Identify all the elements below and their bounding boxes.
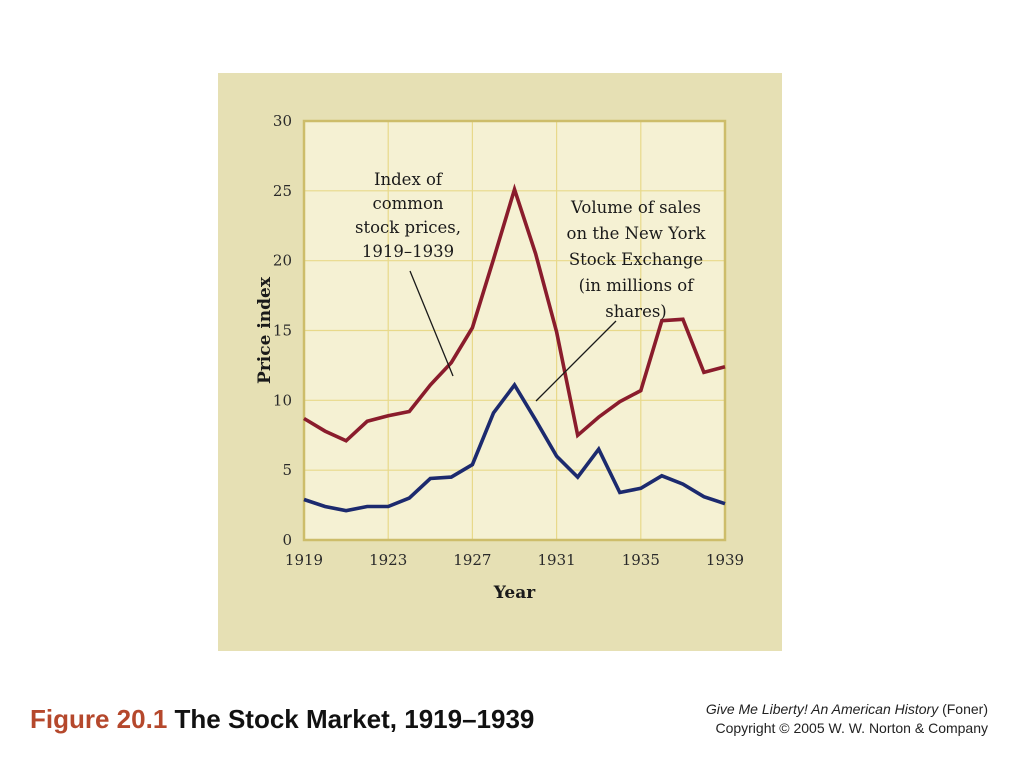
x-tick-label: 1919 [285, 551, 323, 569]
source-book-title: Give Me Liberty! An American History [705, 701, 939, 717]
source-citation: Give Me Liberty! An American History (Fo… [706, 700, 988, 738]
figure-title: The Stock Market, 1919–1939 [174, 704, 535, 734]
volume-annotation-line: (in millions of [579, 276, 696, 295]
y-tick-label: 15 [273, 322, 292, 340]
y-tick-label: 30 [273, 112, 292, 130]
x-tick-label: 1923 [369, 551, 407, 569]
x-axis-title: Year [493, 583, 536, 603]
chart-panel: 0 5 10 15 20 25 30 1919 1923 1927 1931 1935 1939 Year… [218, 73, 782, 651]
y-tick-label: 10 [273, 391, 292, 409]
x-tick-label: 1935 [622, 551, 660, 569]
stock-price-index-line [303, 183, 726, 443]
stock-price-annotation-line: stock prices, [355, 218, 461, 237]
y-tick-label: 0 [282, 531, 292, 549]
y-tick-label: 5 [282, 461, 292, 479]
source-copyright: Copyright © 2005 W. W. Norton & Company [715, 720, 988, 736]
volume-annotation-line: on the New York [567, 224, 707, 243]
y-tick-label: 25 [273, 182, 292, 200]
x-tick-label: 1927 [453, 551, 491, 569]
y-tick-label: 20 [273, 252, 292, 270]
figure-caption: Figure 20.1 The Stock Market, 1919–1939 [30, 704, 534, 735]
stock-price-annotation-line: Index of [374, 170, 444, 189]
y-axis-title: Price index [255, 276, 275, 384]
volume-leader-line [535, 320, 617, 402]
x-tick-label: 1931 [538, 551, 576, 569]
stock-market-line-chart: 0 5 10 15 20 25 30 1919 1923 1927 1931 1935 1939 Year… [255, 112, 744, 603]
sales-volume-line [303, 381, 726, 513]
source-author: (Foner) [938, 701, 988, 717]
stock-price-annotation-line: 1919–1939 [362, 242, 454, 261]
volume-annotation-line: shares) [605, 302, 667, 321]
plot-border [302, 119, 727, 542]
stock-price-annotation-line: common [372, 194, 443, 213]
volume-annotation-line: Stock Exchange [569, 250, 703, 269]
source-book-line: Give Me Liberty! An American History (Fo… [706, 700, 988, 719]
stock-price-leader-line [409, 270, 454, 377]
volume-annotation-line: Volume of sales [570, 198, 701, 217]
x-tick-label: 1939 [706, 551, 744, 569]
figure-number: Figure 20.1 [30, 704, 168, 734]
